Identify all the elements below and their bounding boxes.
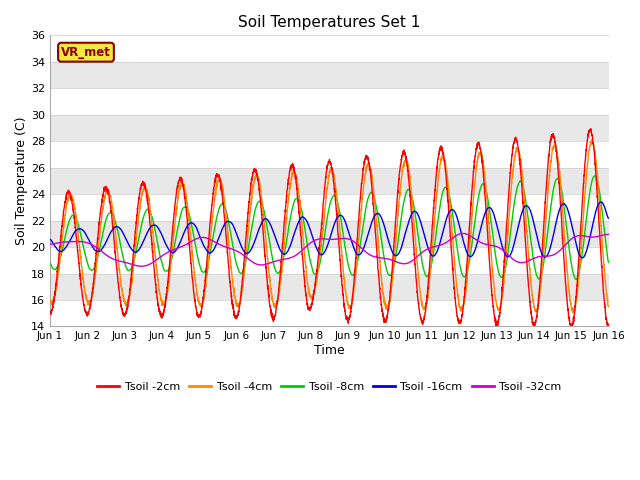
Bar (50, 115, 609, 141)
Text: VR_met: VR_met (61, 46, 111, 59)
Bar (50, 141, 609, 168)
Bar (50, 168, 609, 194)
Bar (50, 194, 609, 221)
Bar (50, 221, 609, 247)
Bar (50, 62, 609, 88)
Legend: Tsoil -2cm, Tsoil -4cm, Tsoil -8cm, Tsoil -16cm, Tsoil -32cm: Tsoil -2cm, Tsoil -4cm, Tsoil -8cm, Tsoi… (93, 378, 566, 396)
Bar (50, 36, 609, 62)
Bar (50, 247, 609, 274)
Bar (50, 274, 609, 300)
Title: Soil Temperatures Set 1: Soil Temperatures Set 1 (238, 15, 420, 30)
Bar (50, 88, 609, 115)
Bar (50, 300, 609, 326)
X-axis label: Time: Time (314, 344, 344, 357)
Y-axis label: Soil Temperature (C): Soil Temperature (C) (15, 117, 28, 245)
